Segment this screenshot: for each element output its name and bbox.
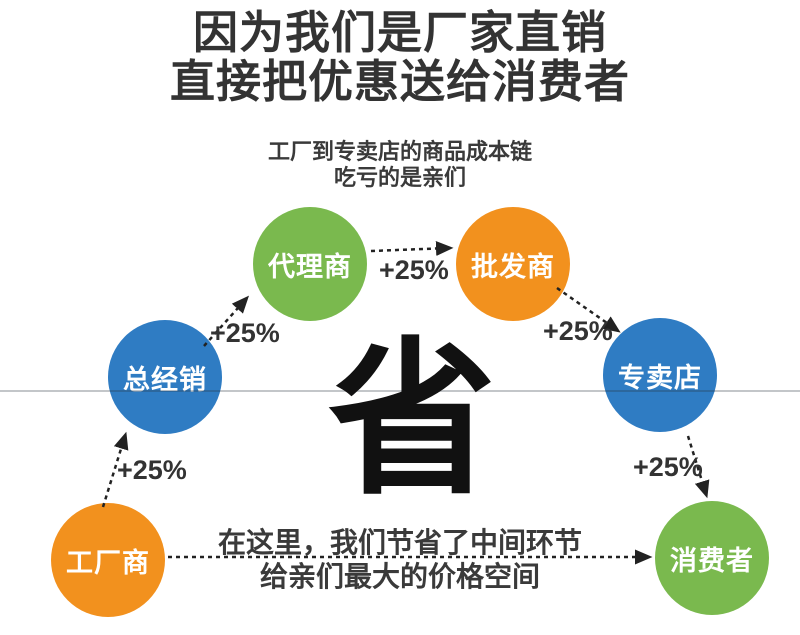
node-agent: 代理商 xyxy=(253,207,367,321)
node-wholesaler: 批发商 xyxy=(456,207,570,321)
node-consumer: 消费者 xyxy=(655,501,769,615)
node-store-label: 专卖店 xyxy=(618,362,702,393)
markup-label-agent-wholesaler: +25% xyxy=(379,255,449,285)
node-store: 专卖店 xyxy=(603,318,717,432)
main-title-line2: 直接把优惠送给消费者 xyxy=(169,56,630,107)
markup-label-wholesaler-store: +25% xyxy=(543,316,613,346)
markup-label-factory-distributor: +25% xyxy=(117,455,187,485)
node-consumer-label: 消费者 xyxy=(670,545,754,576)
subtitle-line1: 工厂到专卖店的商品成本链 xyxy=(267,139,532,164)
bottom-note-line2: 给亲们最大的价格空间 xyxy=(259,561,540,592)
node-distributor: 总经销 xyxy=(108,320,222,434)
save-highlight-char: 省 xyxy=(328,326,496,514)
markup-label-distributor-agent: +25% xyxy=(210,318,280,348)
node-factory-label: 工厂商 xyxy=(66,547,150,578)
markup-label-store-consumer: +25% xyxy=(633,452,703,482)
node-distributor-label: 总经销 xyxy=(123,364,207,395)
arrow-agent-to-wholesaler xyxy=(370,241,454,256)
bottom-note-line1: 在这里，我们节省了中间环节 xyxy=(217,527,582,558)
node-wholesaler-label: 批发商 xyxy=(471,251,555,282)
horizontal-divider-line xyxy=(0,390,800,392)
node-agent-label: 代理商 xyxy=(268,251,352,282)
node-factory: 工厂商 xyxy=(51,503,165,617)
main-title-line1: 因为我们是厂家直销 xyxy=(192,7,607,58)
subtitle-line2: 吃亏的是亲们 xyxy=(333,165,466,190)
